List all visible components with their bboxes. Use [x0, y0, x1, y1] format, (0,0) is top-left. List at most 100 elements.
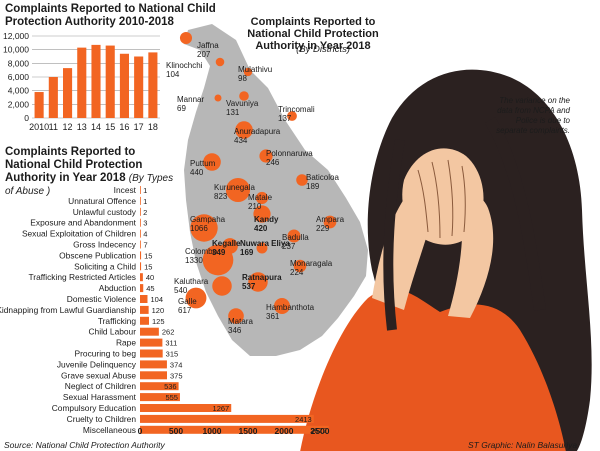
y-tick-label: 6,000: [8, 72, 30, 82]
abuse-bar: [140, 393, 180, 402]
district-value: 823: [214, 192, 228, 201]
district-label: Puttum 440: [190, 159, 216, 177]
district-name: Kandy: [254, 215, 279, 224]
district-value: 349: [212, 248, 226, 257]
district-name: Kurunegala: [214, 183, 255, 192]
abuse-chart-subtitle: (By Types of Abuse ): [5, 173, 174, 197]
district-dot: [296, 174, 308, 186]
abuse-bar: [140, 262, 142, 271]
district-label: Monaragala 224: [290, 259, 333, 277]
variance-note: The variance on the data from NCPA and P…: [496, 96, 570, 135]
district-value: 131: [226, 108, 240, 117]
district-value: 420: [254, 224, 268, 233]
y-tick-label: 12,000: [3, 31, 29, 41]
x-tick-label: 1500: [239, 426, 258, 436]
district-value: 207: [197, 50, 211, 59]
category-label: Obscene Publication: [59, 250, 136, 260]
abuse-bar: [140, 207, 141, 216]
category-label: Exposure and Abandonment: [30, 218, 136, 228]
district-name: Monaragala: [290, 259, 333, 268]
district-value: 237: [282, 242, 296, 251]
abuse-bar: [140, 295, 148, 303]
abuse-bar: [140, 338, 163, 347]
district-value: 104: [166, 70, 180, 79]
district-name: Anuradapura: [234, 127, 281, 136]
bar-14: [91, 44, 101, 119]
right-arm-shape: [448, 195, 494, 318]
district-name: Galle: [178, 297, 197, 306]
value-label: 375: [170, 371, 183, 380]
category-label: Rape: [116, 338, 136, 348]
yearly-y-tick-labels: 0 2,000 4,000 6,000 8,000 10,000 12,000: [3, 31, 29, 123]
district-name: Hambanthota: [266, 303, 315, 312]
district-name: Trincomali: [278, 105, 315, 114]
category-label: Incest: [114, 185, 137, 195]
district-value: 69: [177, 104, 186, 113]
district-dot: [235, 121, 253, 139]
district-value: 137: [278, 114, 292, 123]
abuse-chart-title: Complaints Reported to National Child Pr…: [5, 146, 180, 198]
graphic-credit: ST Graphic: Nalin Balasuriya: [468, 440, 578, 450]
abuse-bar: [140, 273, 143, 282]
category-label: Sexual Harassment: [63, 392, 137, 402]
district-name: Jaffna: [197, 41, 219, 50]
x-tick-label: 500: [169, 426, 183, 436]
x-tick-label: 2000: [275, 426, 294, 436]
district-label: Baticoloa 189: [306, 173, 339, 191]
category-label: Juvenile Delinquency: [57, 359, 137, 369]
district-dot: [225, 177, 251, 203]
district-dot: [243, 67, 253, 77]
district-label: Hambanthota 361: [266, 303, 315, 321]
district-name: Mannar: [177, 95, 204, 104]
abuse-bar: [140, 229, 141, 238]
district-value: 169: [240, 248, 254, 257]
district-dot: [203, 153, 221, 171]
district-name: Baticoloa: [306, 173, 339, 182]
district-name: Matale: [248, 193, 273, 202]
district-label: Kegalle 349: [212, 239, 241, 257]
district-label: Ratnapura 537: [242, 273, 282, 291]
category-label: Child Labour: [89, 327, 137, 337]
map-subtitle: (By Districts): [296, 44, 350, 55]
district-label: Kandy 420: [254, 215, 279, 233]
district-dots: [179, 31, 337, 324]
abuse-x-tick-labels: 0 500 1000 1500 2000 2500: [138, 426, 330, 436]
y-tick-label: 0: [24, 113, 29, 123]
district-value: 617: [178, 306, 192, 315]
district-label: Jaffna 207: [197, 41, 219, 59]
district-name: Kegalle: [212, 239, 241, 248]
x-tick-label: 1000: [203, 426, 222, 436]
abuse-bar: [140, 251, 142, 260]
district-name: Badulla: [282, 233, 309, 242]
district-value: 98: [238, 74, 247, 83]
district-name: Vavuniya: [226, 99, 259, 108]
district-name: Puttum: [190, 159, 216, 168]
district-value: 1330: [185, 256, 203, 265]
value-label: 2413: [295, 415, 312, 424]
district-label: Colombo 1330: [185, 247, 218, 265]
yearly-x-tick-labels: 2010 11 12 13 14 15 16 17 18: [29, 122, 158, 132]
district-value: 361: [266, 312, 280, 321]
source-credit: Source: National Child Protection Author…: [4, 440, 165, 450]
bar-13: [77, 47, 87, 118]
category-label: Gross Indecency: [73, 240, 137, 250]
district-value: 224: [290, 268, 304, 277]
abuse-bar: [140, 371, 167, 380]
district-label: Kaluthara 540: [174, 277, 209, 295]
x-tick-label: 12: [63, 122, 73, 132]
district-value: 1066: [190, 224, 208, 233]
district-dot: [259, 149, 273, 163]
district-label: Matara 346: [228, 317, 253, 335]
y-tick-label: 2,000: [8, 99, 30, 109]
district-label: Matale 210: [248, 193, 273, 211]
value-label: 555: [165, 393, 178, 402]
category-label: Neglect of Children: [65, 381, 137, 391]
bar-16: [119, 53, 129, 119]
district-dot: [248, 272, 268, 292]
district-name: Gampaha: [190, 215, 226, 224]
value-label: 311: [165, 339, 177, 348]
x-tick-label: 17: [134, 122, 144, 132]
district-value: 189: [306, 182, 320, 191]
value-label: 4: [143, 230, 147, 239]
